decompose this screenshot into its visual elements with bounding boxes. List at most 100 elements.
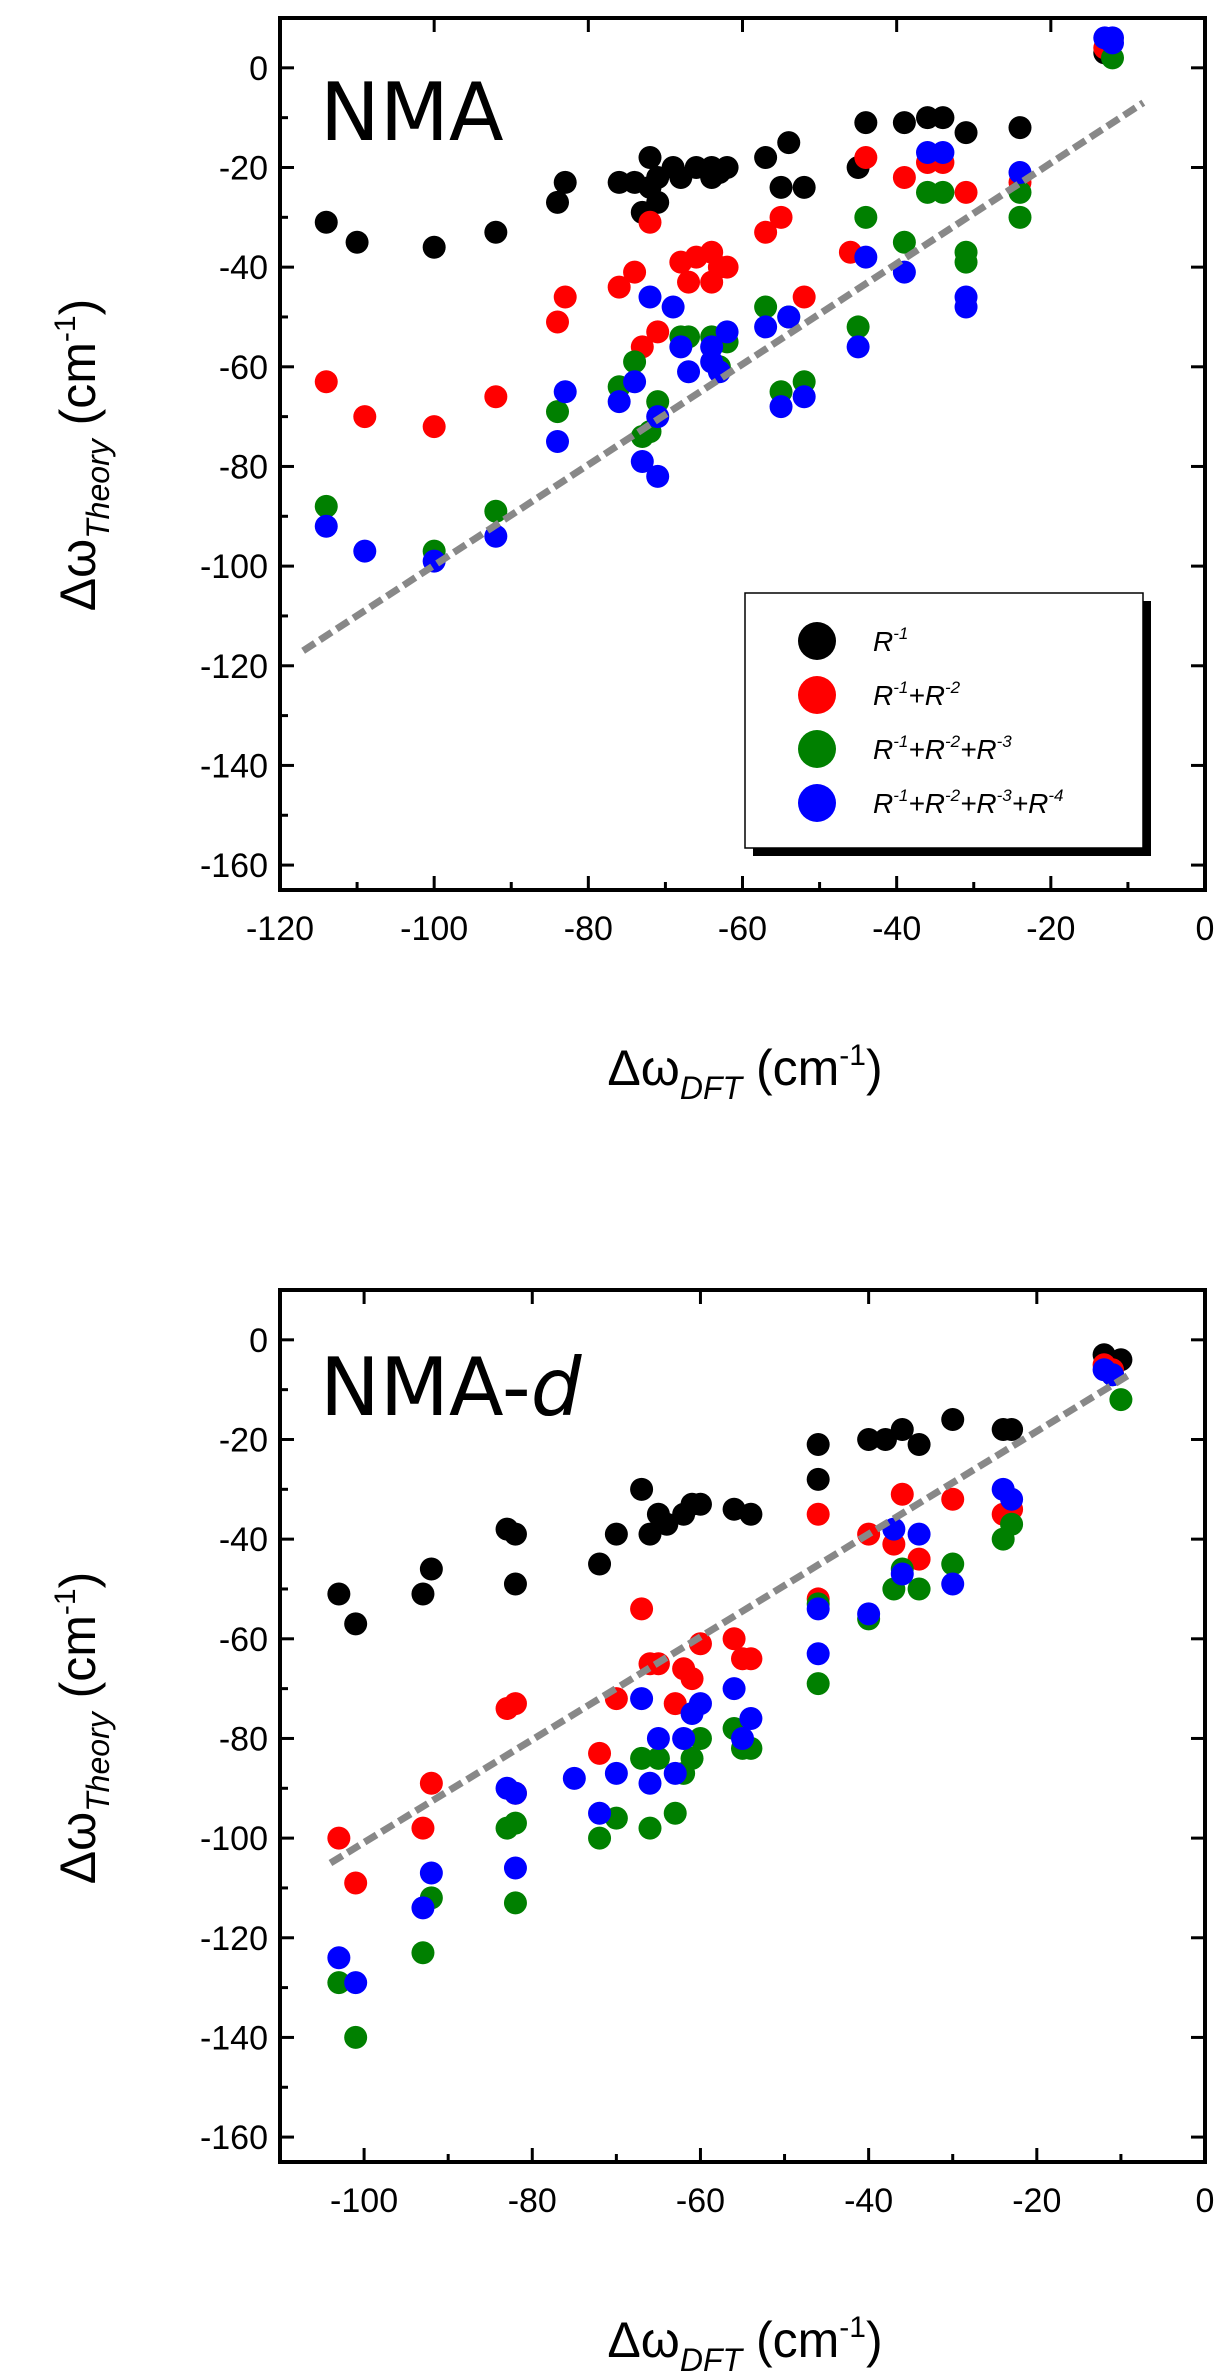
x-tick-label: -40 xyxy=(872,910,921,948)
data-point xyxy=(314,494,338,518)
data-point xyxy=(630,1597,654,1621)
x-tick-label: -100 xyxy=(330,2182,398,2220)
y-tick-label: -60 xyxy=(219,1621,268,1659)
data-point xyxy=(646,1746,670,1770)
y-tick-label: -20 xyxy=(219,149,268,187)
data-point xyxy=(588,1826,612,1850)
data-point xyxy=(314,210,338,234)
data-point xyxy=(954,121,978,145)
x-tick-label: 0 xyxy=(1196,910,1215,948)
legend-label-base: +R xyxy=(1012,788,1049,819)
legend-label-base: +R xyxy=(908,680,945,711)
panel-nma-d-x-axis-unit-sup: -1 xyxy=(839,2311,866,2344)
data-point xyxy=(646,464,670,488)
data-point xyxy=(677,270,701,294)
legend-label-sup: -1 xyxy=(893,786,908,805)
data-point xyxy=(890,1418,914,1442)
data-point xyxy=(630,449,654,473)
y-tick-label: -120 xyxy=(200,1920,268,1958)
data-point xyxy=(411,1941,435,1965)
data-point xyxy=(553,170,577,194)
data-point xyxy=(907,1577,931,1601)
data-point xyxy=(890,1482,914,1506)
legend-label-sup: -1 xyxy=(893,678,908,697)
data-point xyxy=(672,1726,696,1750)
series-1-points xyxy=(327,1343,1133,1636)
data-point xyxy=(503,1572,527,1596)
data-point xyxy=(806,1432,830,1456)
data-point xyxy=(792,285,816,309)
data-point xyxy=(411,1896,435,1920)
data-point xyxy=(1000,1418,1024,1442)
panel-nma-marks xyxy=(301,26,1146,654)
series-4-points xyxy=(327,1358,1124,1995)
data-point xyxy=(941,1408,965,1432)
panel-nma-d-marks xyxy=(327,1343,1133,2049)
legend-label-base: +R xyxy=(960,788,997,819)
data-point xyxy=(954,250,978,274)
data-point xyxy=(931,180,955,204)
data-point xyxy=(715,320,739,344)
panel-nma-d-label-italic: d xyxy=(531,1341,583,1434)
panel-nma-d-label-main: NMA- xyxy=(320,1341,531,1434)
data-point xyxy=(345,230,369,254)
legend-label-base: R xyxy=(873,626,893,657)
panel-nma-label: NMA xyxy=(320,66,504,159)
data-point xyxy=(754,146,778,170)
data-point xyxy=(1008,205,1032,229)
y-tick-label: -60 xyxy=(219,349,268,387)
panel-nma-d-x-axis-symbol: Δω xyxy=(607,2312,679,2368)
data-point xyxy=(754,220,778,244)
data-point xyxy=(663,1801,687,1825)
panel-nma-d-x-axis-subscript: DFT xyxy=(680,2342,745,2378)
y-tick-label: -160 xyxy=(200,847,268,885)
data-point xyxy=(857,1602,881,1626)
panel-nma-d-y-axis-unit-close: ) xyxy=(50,1572,106,1589)
data-point xyxy=(857,1427,881,1451)
data-point xyxy=(792,175,816,199)
data-point xyxy=(344,2025,368,2049)
data-point xyxy=(419,1557,443,1581)
data-point xyxy=(503,1856,527,1880)
y-tick-label: -140 xyxy=(200,747,268,785)
data-point xyxy=(806,1467,830,1491)
data-point xyxy=(623,260,647,284)
data-point xyxy=(873,1427,897,1451)
data-point xyxy=(854,205,878,229)
data-point xyxy=(777,131,801,155)
panel-nma-x-axis-unit-sup: -1 xyxy=(839,1039,866,1072)
x-tick-label: -80 xyxy=(564,910,613,948)
legend-label-sup: -2 xyxy=(945,786,961,805)
legend-label: R-1+R-2+R-3+R-4 xyxy=(873,786,1063,819)
data-point xyxy=(661,295,685,319)
data-point xyxy=(327,1971,351,1995)
data-point xyxy=(327,1582,351,1606)
legend-label-sup: -2 xyxy=(945,678,961,697)
data-point xyxy=(607,275,631,299)
data-point xyxy=(419,1861,443,1885)
legend-label-sup: -3 xyxy=(997,732,1013,751)
data-point xyxy=(954,180,978,204)
legend-marker xyxy=(798,784,836,822)
legend-label-base: R xyxy=(873,680,893,711)
data-point xyxy=(546,400,569,424)
data-point xyxy=(546,310,569,334)
data-point xyxy=(688,1726,712,1750)
data-point xyxy=(484,220,508,244)
data-point xyxy=(503,1891,527,1915)
data-point xyxy=(422,235,446,259)
data-point xyxy=(846,335,870,359)
data-point xyxy=(769,395,793,419)
series-3-points xyxy=(327,1363,1133,2049)
y-tick-label: -120 xyxy=(200,648,268,686)
data-point xyxy=(806,1502,830,1526)
data-point xyxy=(680,1667,704,1691)
panel-nma-d-y-axis-symbol: Δω xyxy=(50,1812,106,1884)
legend-label-sup: -1 xyxy=(893,732,908,751)
x-tick-label: -20 xyxy=(1026,910,1075,948)
data-point xyxy=(638,285,662,309)
data-point xyxy=(638,146,662,170)
legend-marker xyxy=(798,676,836,714)
data-point xyxy=(700,335,724,359)
legend-label-base: +R xyxy=(908,788,945,819)
